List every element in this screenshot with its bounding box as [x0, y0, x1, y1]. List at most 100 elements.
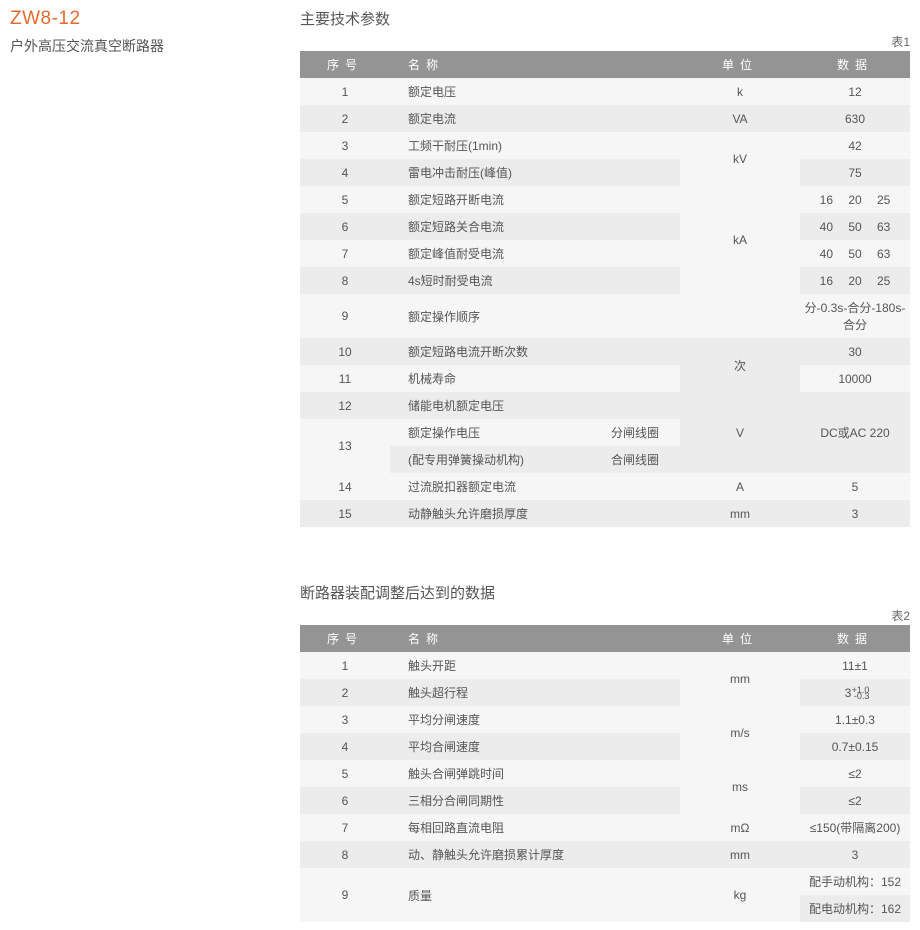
cell-seq: 4 [300, 159, 390, 186]
table1-header-row: 序号 名称 单位 数据 [300, 51, 910, 78]
table-row: 7 每相回路直流电阻 mΩ ≤150(带隔离200) [300, 814, 910, 841]
cell-unit: ms [680, 760, 800, 814]
cell-name: 触头合闸弹跳时间 [390, 760, 680, 787]
cell-data: 16 20 25 [800, 267, 910, 294]
table2: 序号 名称 单位 数据 1 触头开距 mm 11±1 2 触头超行程 3 +1.… [300, 625, 910, 922]
cell-data: 42 [800, 132, 910, 159]
cell-unit: mm [680, 500, 800, 527]
cell-data: 75 [800, 159, 910, 186]
cell-data: 1.1±0.3 [800, 706, 910, 733]
table-row: 14 过流脱扣器额定电流 A 5 [300, 473, 910, 500]
cell-seq: 1 [300, 78, 390, 105]
cell-seq: 14 [300, 473, 390, 500]
cell-name: 触头开距 [390, 652, 680, 679]
cell-seq: 3 [300, 706, 390, 733]
cell-seq: 6 [300, 213, 390, 240]
th-data: 数据 [800, 625, 910, 652]
cell-name: 额定短路开断电流 [390, 186, 680, 213]
cell-name: 额定短路电流开断次数 [390, 338, 680, 365]
tol-base: 3 [845, 686, 852, 700]
cell-unit: mm [680, 841, 800, 868]
table-row: 15 动静触头允许磨损厚度 mm 3 [300, 500, 910, 527]
table-row: 6 额定短路关合电流 40 50 63 [300, 213, 910, 240]
cell-name: 触头超行程 [390, 679, 680, 706]
cell-name: 分闸线圈 [605, 419, 680, 446]
cell-seq: 13 [300, 419, 390, 473]
cell-seq: 6 [300, 787, 390, 814]
right-panel: 主要技术参数 表1 序号 名称 单位 数据 1 额定电压 k 12 2 额定电流… [300, 8, 910, 922]
cell-seq: 7 [300, 814, 390, 841]
cell-data: 分-0.3s-合分-180s-合分 [800, 294, 910, 338]
cell-unit: m/s [680, 706, 800, 760]
cell-seq: 2 [300, 105, 390, 132]
th-name: 名称 [390, 51, 680, 78]
cell-name: (配专用弹簧操动机构) [390, 446, 605, 473]
cell-seq: 11 [300, 365, 390, 392]
table1: 序号 名称 单位 数据 1 额定电压 k 12 2 额定电流 VA 630 3 … [300, 51, 910, 527]
th-seq: 序号 [300, 625, 390, 652]
cell-data: 16 20 25 [800, 186, 910, 213]
cell-name: 工频干耐压(1min) [390, 132, 680, 159]
table-row: 8 动、静触头允许磨损累计厚度 mm 3 [300, 841, 910, 868]
cell-data: 40 50 63 [800, 213, 910, 240]
cell-data: ≤2 [800, 787, 910, 814]
cell-name: 过流脱扣器额定电流 [390, 473, 680, 500]
cell-name: 合闸线圈 [605, 446, 680, 473]
cell-data: ≤150(带隔离200) [800, 814, 910, 841]
cell-seq: 4 [300, 733, 390, 760]
table-row: 5 额定短路开断电流 kA 16 20 25 [300, 186, 910, 213]
cell-unit: mm [680, 652, 800, 706]
table-row: 10 额定短路电流开断次数 次 30 [300, 338, 910, 365]
table-row: 12 储能电机额定电压 V DC或AC 220 [300, 392, 910, 419]
cell-name: 额定短路关合电流 [390, 213, 680, 240]
table-row: 5 触头合闸弹跳时间 ms ≤2 [300, 760, 910, 787]
th-seq: 序号 [300, 51, 390, 78]
cell-seq: 15 [300, 500, 390, 527]
cell-data: 630 [800, 105, 910, 132]
model-code: ZW8-12 [10, 8, 300, 30]
th-unit: 单位 [680, 51, 800, 78]
cell-seq: 9 [300, 294, 390, 338]
cell-seq: 9 [300, 868, 390, 922]
model-subtitle: 户外高压交流真空断路器 [10, 36, 300, 56]
cell-unit: A [680, 473, 800, 500]
cell-name: 每相回路直流电阻 [390, 814, 680, 841]
table-row: 2 额定电流 VA 630 [300, 105, 910, 132]
table-row: 11 机械寿命 10000 [300, 365, 910, 392]
th-name: 名称 [390, 625, 680, 652]
cell-unit: kg [680, 868, 800, 922]
cell-data: 40 50 63 [800, 240, 910, 267]
table1-label: 表1 [300, 33, 910, 50]
cell-seq: 8 [300, 841, 390, 868]
cell-name: 动静触头允许磨损厚度 [390, 500, 680, 527]
table-row: 1 额定电压 k 12 [300, 78, 910, 105]
th-data: 数据 [800, 51, 910, 78]
cell-seq: 10 [300, 338, 390, 365]
cell-unit: k [680, 78, 800, 105]
table-row: 3 平均分闸速度 m/s 1.1±0.3 [300, 706, 910, 733]
cell-unit: kV [680, 132, 800, 186]
th-unit: 单位 [680, 625, 800, 652]
table-row: 2 触头超行程 3 +1.0 -0.3 [300, 679, 910, 706]
table2-label: 表2 [300, 607, 910, 624]
cell-data: 配手动机构：152 [800, 868, 910, 895]
cell-seq: 8 [300, 267, 390, 294]
cell-seq: 3 [300, 132, 390, 159]
cell-data: 12 [800, 78, 910, 105]
cell-unit: V [680, 392, 800, 473]
cell-name: 额定峰值耐受电流 [390, 240, 680, 267]
left-panel: ZW8-12 户外高压交流真空断路器 [10, 8, 300, 922]
cell-seq: 7 [300, 240, 390, 267]
cell-unit: kA [680, 186, 800, 294]
cell-name: 动、静触头允许磨损累计厚度 [390, 841, 680, 868]
cell-unit: mΩ [680, 814, 800, 841]
cell-name: 储能电机额定电压 [390, 392, 680, 419]
table-row: 9 额定操作顺序 分-0.3s-合分-180s-合分 [300, 294, 910, 338]
cell-name: 平均合闸速度 [390, 733, 680, 760]
cell-name: 三相分合闸同期性 [390, 787, 680, 814]
cell-name: 质量 [390, 868, 680, 922]
table-row: 4 平均合闸速度 0.7±0.15 [300, 733, 910, 760]
table2-title: 断路器装配调整后达到的数据 [300, 582, 910, 603]
table-row: 8 4s短时耐受电流 16 20 25 [300, 267, 910, 294]
cell-data: 3 [800, 500, 910, 527]
